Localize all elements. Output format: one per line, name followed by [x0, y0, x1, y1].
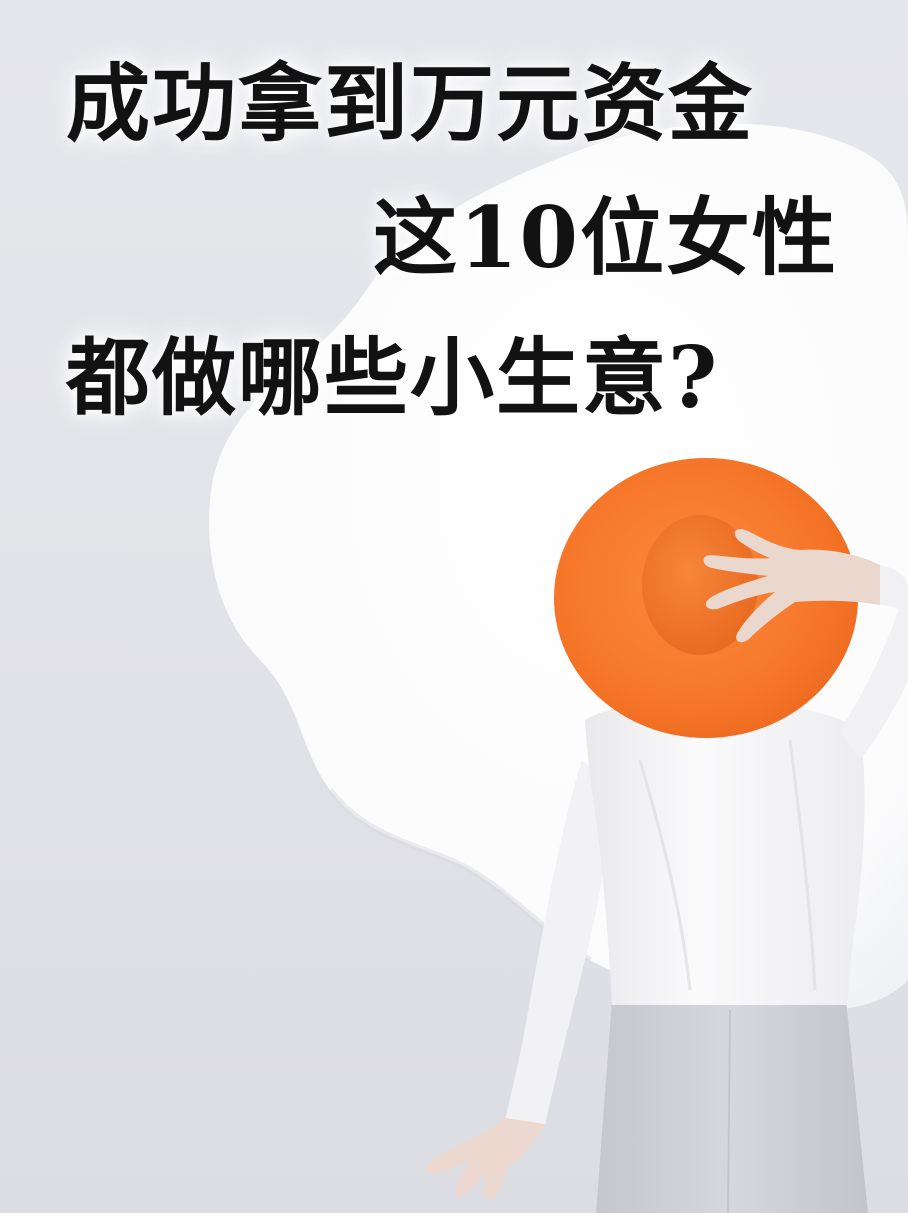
- headline-line-2: 这10位女性: [373, 188, 838, 287]
- woman-left-sleeve: [505, 760, 612, 1125]
- woman-shirt: [585, 696, 865, 1005]
- woman-left-hand: [425, 1118, 545, 1200]
- headline-line-1: 成功拿到万元资金: [66, 54, 755, 153]
- headline-line-3: 都做哪些小生意?: [66, 328, 720, 427]
- orange-hat-crown: [642, 515, 758, 655]
- woman-trousers: [596, 1000, 868, 1213]
- woman-right-hand: [703, 529, 880, 643]
- woman-right-sleeve: [840, 590, 908, 760]
